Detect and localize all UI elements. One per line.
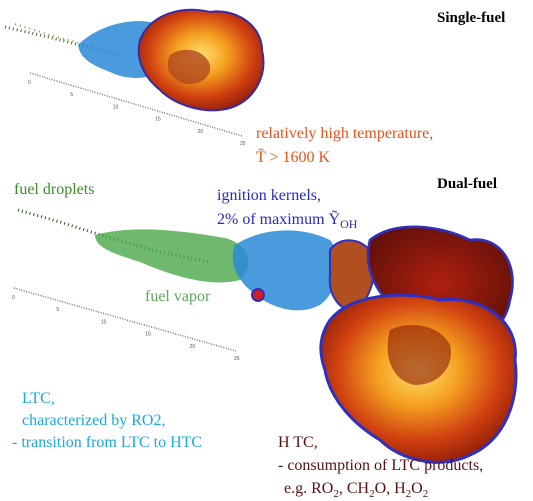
annotation-subscript: 2 [423, 488, 429, 500]
ruler-tick-label: 0 [28, 80, 31, 86]
ruler-tick-label: 20 [190, 344, 196, 350]
annotation: fuel droplets [14, 181, 94, 198]
annotation: e.g. RO2, CH2O, H2O2 [284, 480, 428, 500]
annotation: H TC, [278, 434, 318, 451]
ruler-tick-label: 5 [70, 92, 73, 98]
annotation: T̃ > 1600 K [256, 148, 331, 166]
annotation-part: e.g. RO [284, 480, 333, 497]
panel-title: Single-fuel [437, 10, 505, 26]
ignition-kernel [252, 289, 264, 301]
annotation-subscript: OH [340, 217, 358, 231]
annotation: - consumption of LTC products, [278, 457, 483, 474]
ruler-tick-label: 15 [145, 332, 151, 338]
ruler-tick-label: 25 [240, 141, 246, 147]
annotation: 2% of maximum ỸOH [217, 210, 358, 231]
annotation: LTC, [22, 390, 55, 407]
ruler-tick-label: 15 [155, 117, 161, 123]
ruler-tick-label: 20 [198, 129, 204, 135]
annotation: ignition kernels, [217, 187, 321, 204]
annotation-part: , CH [339, 480, 370, 497]
fuel-vapor-region [95, 229, 248, 282]
ruler-tick-label: 0 [12, 295, 15, 301]
ruler-tick-label: 25 [234, 356, 240, 362]
annotation-part: O [411, 480, 423, 497]
annotation-part: 2% of maximum Ỹ [217, 210, 341, 228]
single-fuel-plume [5, 10, 263, 136]
figure: Single-fuel Dual-fuel relatively high te… [0, 0, 533, 501]
annotation-part: O, H [375, 480, 407, 497]
ruler-tick-label: 5 [56, 307, 59, 313]
panel-title: Dual-fuel [437, 176, 497, 192]
annotation: characterized by RO2, [22, 412, 165, 429]
ruler-tick-label: 10 [113, 104, 119, 110]
annotation: relatively high temperature, [256, 125, 433, 142]
ruler-tick-label: 10 [101, 319, 107, 325]
ltc-region [233, 230, 339, 310]
annotation: - transition from LTC to HTC [12, 434, 202, 451]
annotation: fuel vapor [145, 288, 211, 305]
